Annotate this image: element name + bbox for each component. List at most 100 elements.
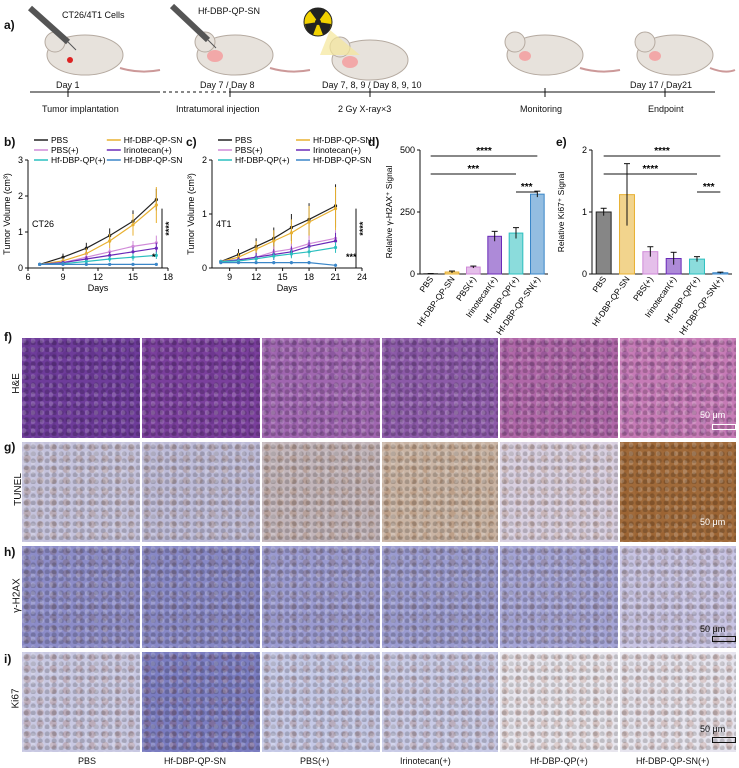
y-axis-label: Tumor Volume (cm³) bbox=[186, 173, 196, 255]
event-label: Intratumoral injection bbox=[176, 104, 260, 114]
mouse-2-icon bbox=[194, 31, 311, 76]
x-tick-label: 12 bbox=[251, 272, 261, 282]
legend-label: Hf-DBP-QP-SN(+) bbox=[124, 155, 182, 165]
significance-label: *** bbox=[467, 164, 479, 175]
data-point bbox=[333, 239, 338, 243]
bar bbox=[530, 193, 545, 275]
x-tick-label: PBS bbox=[590, 274, 608, 294]
x-tick-label: 12 bbox=[93, 272, 103, 282]
day-label: Day 7, 8, 9 / Day 8, 9, 10 bbox=[322, 80, 422, 90]
data-point bbox=[154, 262, 158, 266]
histology-tile-ki67 bbox=[142, 652, 260, 752]
x-tick-label: 18 bbox=[163, 272, 173, 282]
legend-label: Hf-DBP-QP(+) bbox=[235, 155, 290, 165]
x-axis-label: Days bbox=[88, 283, 109, 293]
data-point bbox=[84, 259, 88, 264]
scale-bar-label: 50 μm bbox=[700, 517, 726, 527]
legend-label: Irinotecan(+) bbox=[313, 145, 361, 155]
y-tick-label: 1 bbox=[202, 209, 207, 219]
row-label-he: H&E bbox=[10, 373, 22, 394]
panel-g-letter: g) bbox=[4, 440, 16, 454]
x-tick-label: 15 bbox=[278, 272, 288, 282]
y-tick-label: 2 bbox=[582, 145, 587, 155]
cell-line-annotation: 4T1 bbox=[216, 219, 232, 229]
mouse-5-icon bbox=[634, 31, 736, 76]
data-point bbox=[154, 203, 158, 207]
data-point bbox=[333, 207, 338, 211]
cells-label: CT26/4T1 Cells bbox=[62, 10, 125, 20]
scale-bar-label: 50 μm bbox=[700, 624, 726, 634]
histology-tile-he bbox=[22, 338, 140, 438]
row-label-ki67: Ki67 bbox=[10, 688, 22, 709]
y-axis-label: Relative Ki67⁺ Signal bbox=[556, 172, 566, 253]
significance-label: **** bbox=[643, 164, 659, 175]
legend-label: Hf-DBP-QP-SN bbox=[124, 135, 182, 145]
cell-line-annotation: CT26 bbox=[32, 219, 54, 229]
y-tick-label: 1 bbox=[582, 207, 587, 217]
y-tick-label: 250 bbox=[400, 207, 415, 217]
panel-e-letter: e) bbox=[556, 135, 567, 149]
significance-label: **** bbox=[164, 221, 174, 236]
histology-tile-ki67 bbox=[262, 652, 380, 752]
data-point bbox=[289, 261, 294, 265]
histology-tile-gh2ax bbox=[500, 546, 618, 648]
significance-label: *** bbox=[521, 182, 533, 193]
event-label: Tumor implantation bbox=[42, 104, 119, 114]
panel-i-letter: i) bbox=[4, 652, 12, 666]
data-point bbox=[154, 246, 158, 250]
legend-label: Hf-DBP-QP-SN(+) bbox=[313, 155, 372, 165]
legend-label: PBS bbox=[51, 135, 68, 145]
x-tick-label: 9 bbox=[60, 272, 65, 282]
legend-label: PBS bbox=[235, 135, 252, 145]
significance-label: *** bbox=[703, 182, 715, 193]
y-tick-label: 1 bbox=[18, 227, 23, 237]
x-tick-label: 9 bbox=[227, 272, 232, 282]
legend-label: PBS(+) bbox=[51, 145, 79, 155]
scale-bar-label: 50 μm bbox=[700, 410, 726, 420]
panel-b-letter: b) bbox=[4, 135, 16, 149]
data-point bbox=[61, 262, 65, 266]
x-tick-label: 15 bbox=[128, 272, 138, 282]
data-point bbox=[84, 257, 88, 261]
histology-tile-gh2ax bbox=[22, 546, 140, 648]
event-label: 2 Gy X-ray×3 bbox=[338, 104, 392, 114]
histology-tile-ki67 bbox=[22, 652, 140, 752]
data-point bbox=[108, 262, 112, 266]
data-point bbox=[108, 257, 112, 261]
x-tick-label: PBS bbox=[417, 274, 435, 294]
column-label: PBS bbox=[78, 756, 97, 766]
data-point bbox=[333, 245, 338, 250]
column-label: PBS(+) bbox=[300, 756, 330, 766]
y-tick-label: 2 bbox=[202, 155, 207, 165]
significance-label: **** bbox=[654, 146, 670, 157]
data-point bbox=[236, 261, 241, 265]
day-label: Day 7 / Day 8 bbox=[200, 80, 255, 90]
histology-tile-tunel bbox=[382, 442, 498, 542]
syringe-icon bbox=[27, 5, 77, 51]
legend-label: Hf-DBP-QP(+) bbox=[51, 155, 106, 165]
column-label: Hf-DBP-QP-SN bbox=[164, 756, 227, 766]
y-axis-label: Tumor Volume (cm³) bbox=[2, 173, 12, 255]
data-point bbox=[61, 255, 65, 259]
data-point bbox=[307, 250, 311, 254]
data-point bbox=[154, 253, 158, 257]
data-point bbox=[272, 254, 276, 258]
legend-label: Hf-DBP-QP-SN bbox=[313, 135, 372, 145]
data-point bbox=[38, 262, 42, 266]
day-label: Day 1 bbox=[56, 80, 80, 90]
panel-h-letter: h) bbox=[4, 545, 16, 559]
day-label: Day 17 / Day21 bbox=[630, 80, 693, 90]
data-point bbox=[254, 247, 258, 251]
scale-bar bbox=[712, 737, 736, 743]
histology-tile-gh2ax bbox=[262, 546, 380, 648]
x-tick-label: 18 bbox=[304, 272, 314, 282]
histology-tile-tunel bbox=[22, 442, 140, 542]
series-line bbox=[39, 204, 157, 265]
histology-tile-ki67 bbox=[382, 652, 498, 752]
scale-bar bbox=[712, 424, 736, 430]
significance-label: * bbox=[152, 252, 156, 262]
y-tick-label: 3 bbox=[18, 155, 23, 165]
data-point bbox=[307, 244, 311, 248]
data-point bbox=[272, 261, 276, 265]
